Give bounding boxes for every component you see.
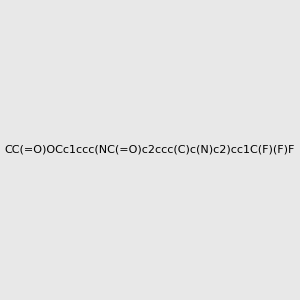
Text: CC(=O)OCc1ccc(NC(=O)c2ccc(C)c(N)c2)cc1C(F)(F)F: CC(=O)OCc1ccc(NC(=O)c2ccc(C)c(N)c2)cc1C(…	[5, 145, 295, 155]
